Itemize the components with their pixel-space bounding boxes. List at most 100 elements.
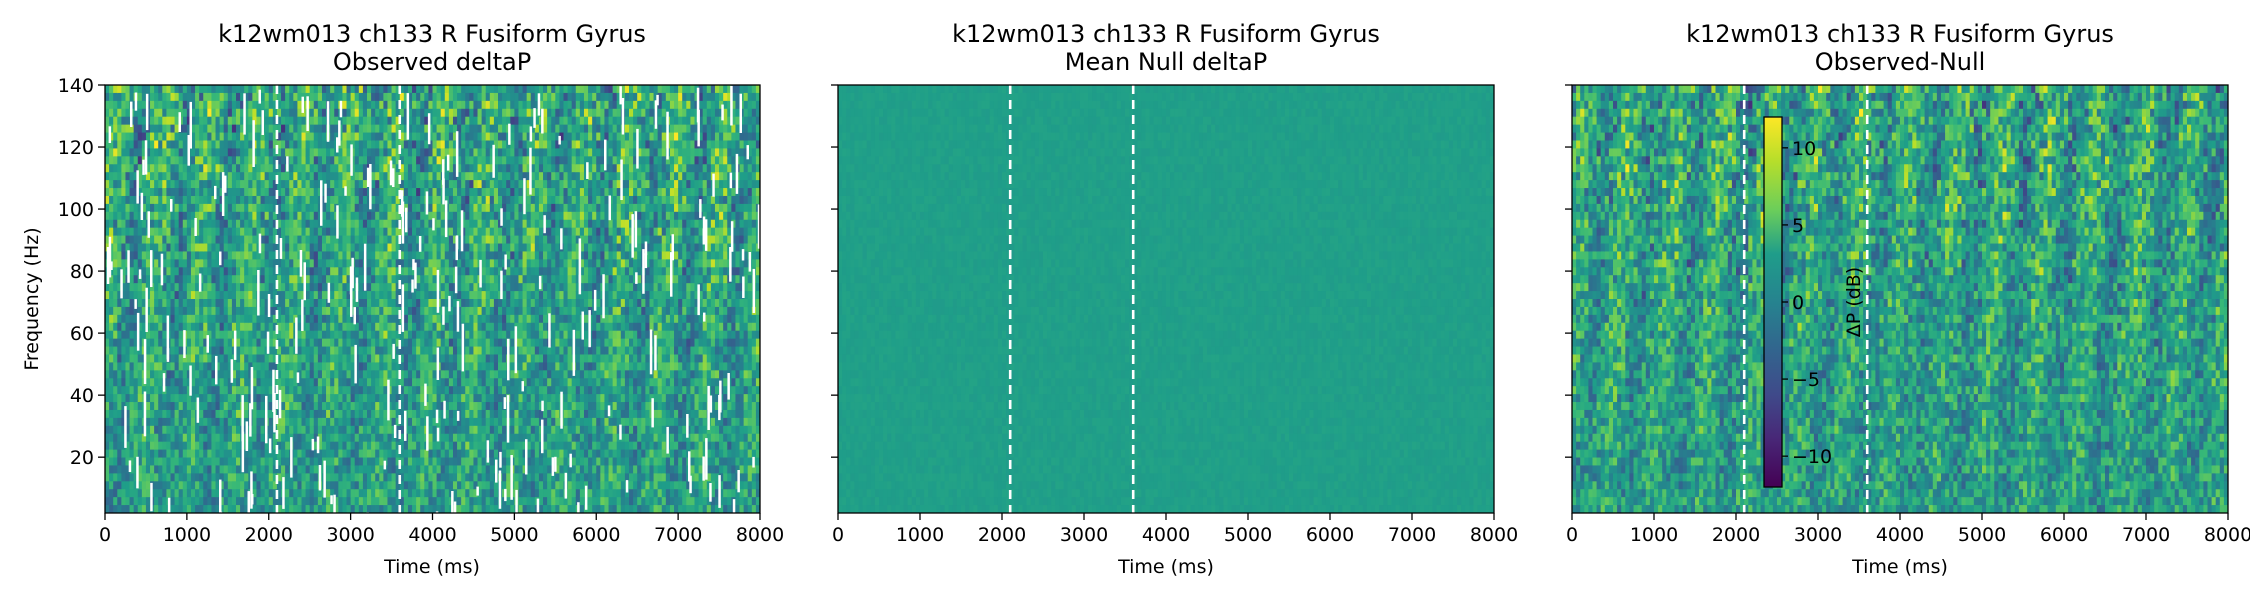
heatmap-cell — [256, 322, 262, 332]
heatmap-cell — [305, 195, 311, 205]
heatmap-cell — [313, 481, 319, 490]
heatmap-cell — [289, 140, 294, 150]
heatmap-cell — [367, 362, 372, 371]
heatmap-cell — [354, 473, 360, 482]
heatmap-cell — [117, 188, 122, 197]
heatmap-cell — [452, 433, 458, 443]
heatmap-cell — [321, 203, 327, 213]
heatmap-cell — [223, 402, 229, 411]
heatmap-cell — [117, 409, 122, 419]
heatmap-cell — [264, 354, 270, 364]
heatmap-cell — [162, 203, 167, 213]
heatmap-cell — [379, 354, 384, 364]
heatmap-cell — [407, 219, 413, 229]
heatmap-cell — [469, 362, 475, 371]
heatmap-cell — [358, 140, 364, 150]
heatmap-cell — [313, 243, 319, 253]
heatmap-cell — [129, 156, 135, 165]
heatmap-cell — [154, 481, 159, 490]
heatmap-cell — [444, 457, 450, 467]
heatmap-cell — [137, 180, 143, 189]
heatmap-cell — [133, 433, 139, 443]
heatmap-cell — [391, 449, 397, 459]
heatmap-cell — [170, 116, 176, 126]
heatmap-cell — [129, 449, 135, 459]
heatmap-cell — [109, 481, 114, 490]
heatmap-cell — [158, 314, 163, 324]
heatmap-cell — [133, 148, 139, 157]
heatmap-cell — [260, 338, 266, 348]
heatmap-cell — [313, 108, 319, 118]
heatmap-cell — [137, 457, 143, 467]
heatmap-cell — [465, 402, 470, 411]
heatmap-cell — [190, 425, 196, 435]
heatmap-cell — [301, 409, 307, 419]
heatmap-cell — [428, 330, 434, 340]
heatmap-cell — [105, 85, 110, 94]
heatmap-cell — [109, 386, 114, 395]
heatmap-cell — [428, 322, 434, 332]
heatmap-cell — [211, 394, 217, 403]
heatmap-cell — [125, 291, 131, 300]
heatmap-cell — [362, 338, 368, 348]
heatmap-cell — [301, 370, 307, 379]
heatmap-cell — [420, 275, 425, 284]
heatmap-cell — [362, 211, 368, 221]
heatmap-cell — [420, 330, 425, 340]
heatmap-cell — [256, 140, 262, 150]
heatmap-cell — [444, 306, 450, 316]
heatmap-cell — [342, 211, 348, 221]
heatmap-cell — [432, 425, 438, 435]
heatmap-cell — [387, 195, 393, 205]
heatmap-cell — [276, 188, 282, 197]
heatmap-cell — [412, 449, 417, 459]
heatmap-cell — [297, 322, 303, 332]
heatmap-cell — [412, 354, 417, 364]
heatmap-cell — [309, 275, 315, 284]
heatmap-cell — [403, 457, 409, 467]
heatmap-cell — [473, 235, 479, 245]
heatmap-cell — [407, 251, 413, 260]
heatmap-cell — [137, 195, 143, 205]
heatmap-cell — [403, 92, 409, 102]
heatmap-cell — [117, 195, 122, 205]
heatmap-cell — [137, 172, 143, 181]
heatmap-cell — [330, 489, 335, 498]
heatmap-cell — [309, 370, 315, 379]
heatmap-cell — [334, 465, 339, 474]
heatmap-cell — [195, 299, 200, 308]
heatmap-cell — [371, 172, 376, 181]
heatmap-cell — [448, 362, 454, 371]
heatmap-cell — [117, 481, 122, 490]
heatmap-cell — [367, 251, 372, 260]
heatmap-cell — [436, 219, 442, 229]
heatmap-cell — [395, 227, 401, 237]
heatmap-cell — [399, 362, 405, 371]
heatmap-cell — [424, 322, 429, 332]
heatmap-cell — [444, 370, 450, 379]
heatmap-cell — [367, 354, 372, 364]
heatmap-cell — [190, 433, 196, 443]
heatmap-cell — [252, 243, 258, 253]
heatmap-cell — [448, 330, 454, 340]
heatmap-cell — [150, 132, 155, 142]
heatmap-cell — [301, 203, 307, 213]
heatmap-cell — [207, 92, 213, 102]
heatmap-cell — [190, 156, 196, 165]
heatmap-cell — [309, 291, 315, 300]
heatmap-cell — [113, 489, 118, 498]
heatmap-cell — [129, 425, 135, 435]
heatmap-cell — [391, 219, 397, 229]
heatmap-cell — [371, 425, 376, 435]
heatmap-cell — [223, 394, 229, 403]
heatmap-cell — [219, 497, 225, 506]
heatmap-cell — [252, 394, 258, 403]
heatmap-cell — [281, 346, 286, 356]
heatmap-cell — [379, 489, 384, 498]
heatmap-cell — [432, 465, 438, 474]
heatmap-cell — [256, 433, 262, 443]
heatmap-cell — [436, 227, 442, 237]
heatmap-cell — [174, 211, 180, 221]
heatmap-cell — [338, 140, 344, 150]
heatmap-cell — [166, 164, 172, 173]
